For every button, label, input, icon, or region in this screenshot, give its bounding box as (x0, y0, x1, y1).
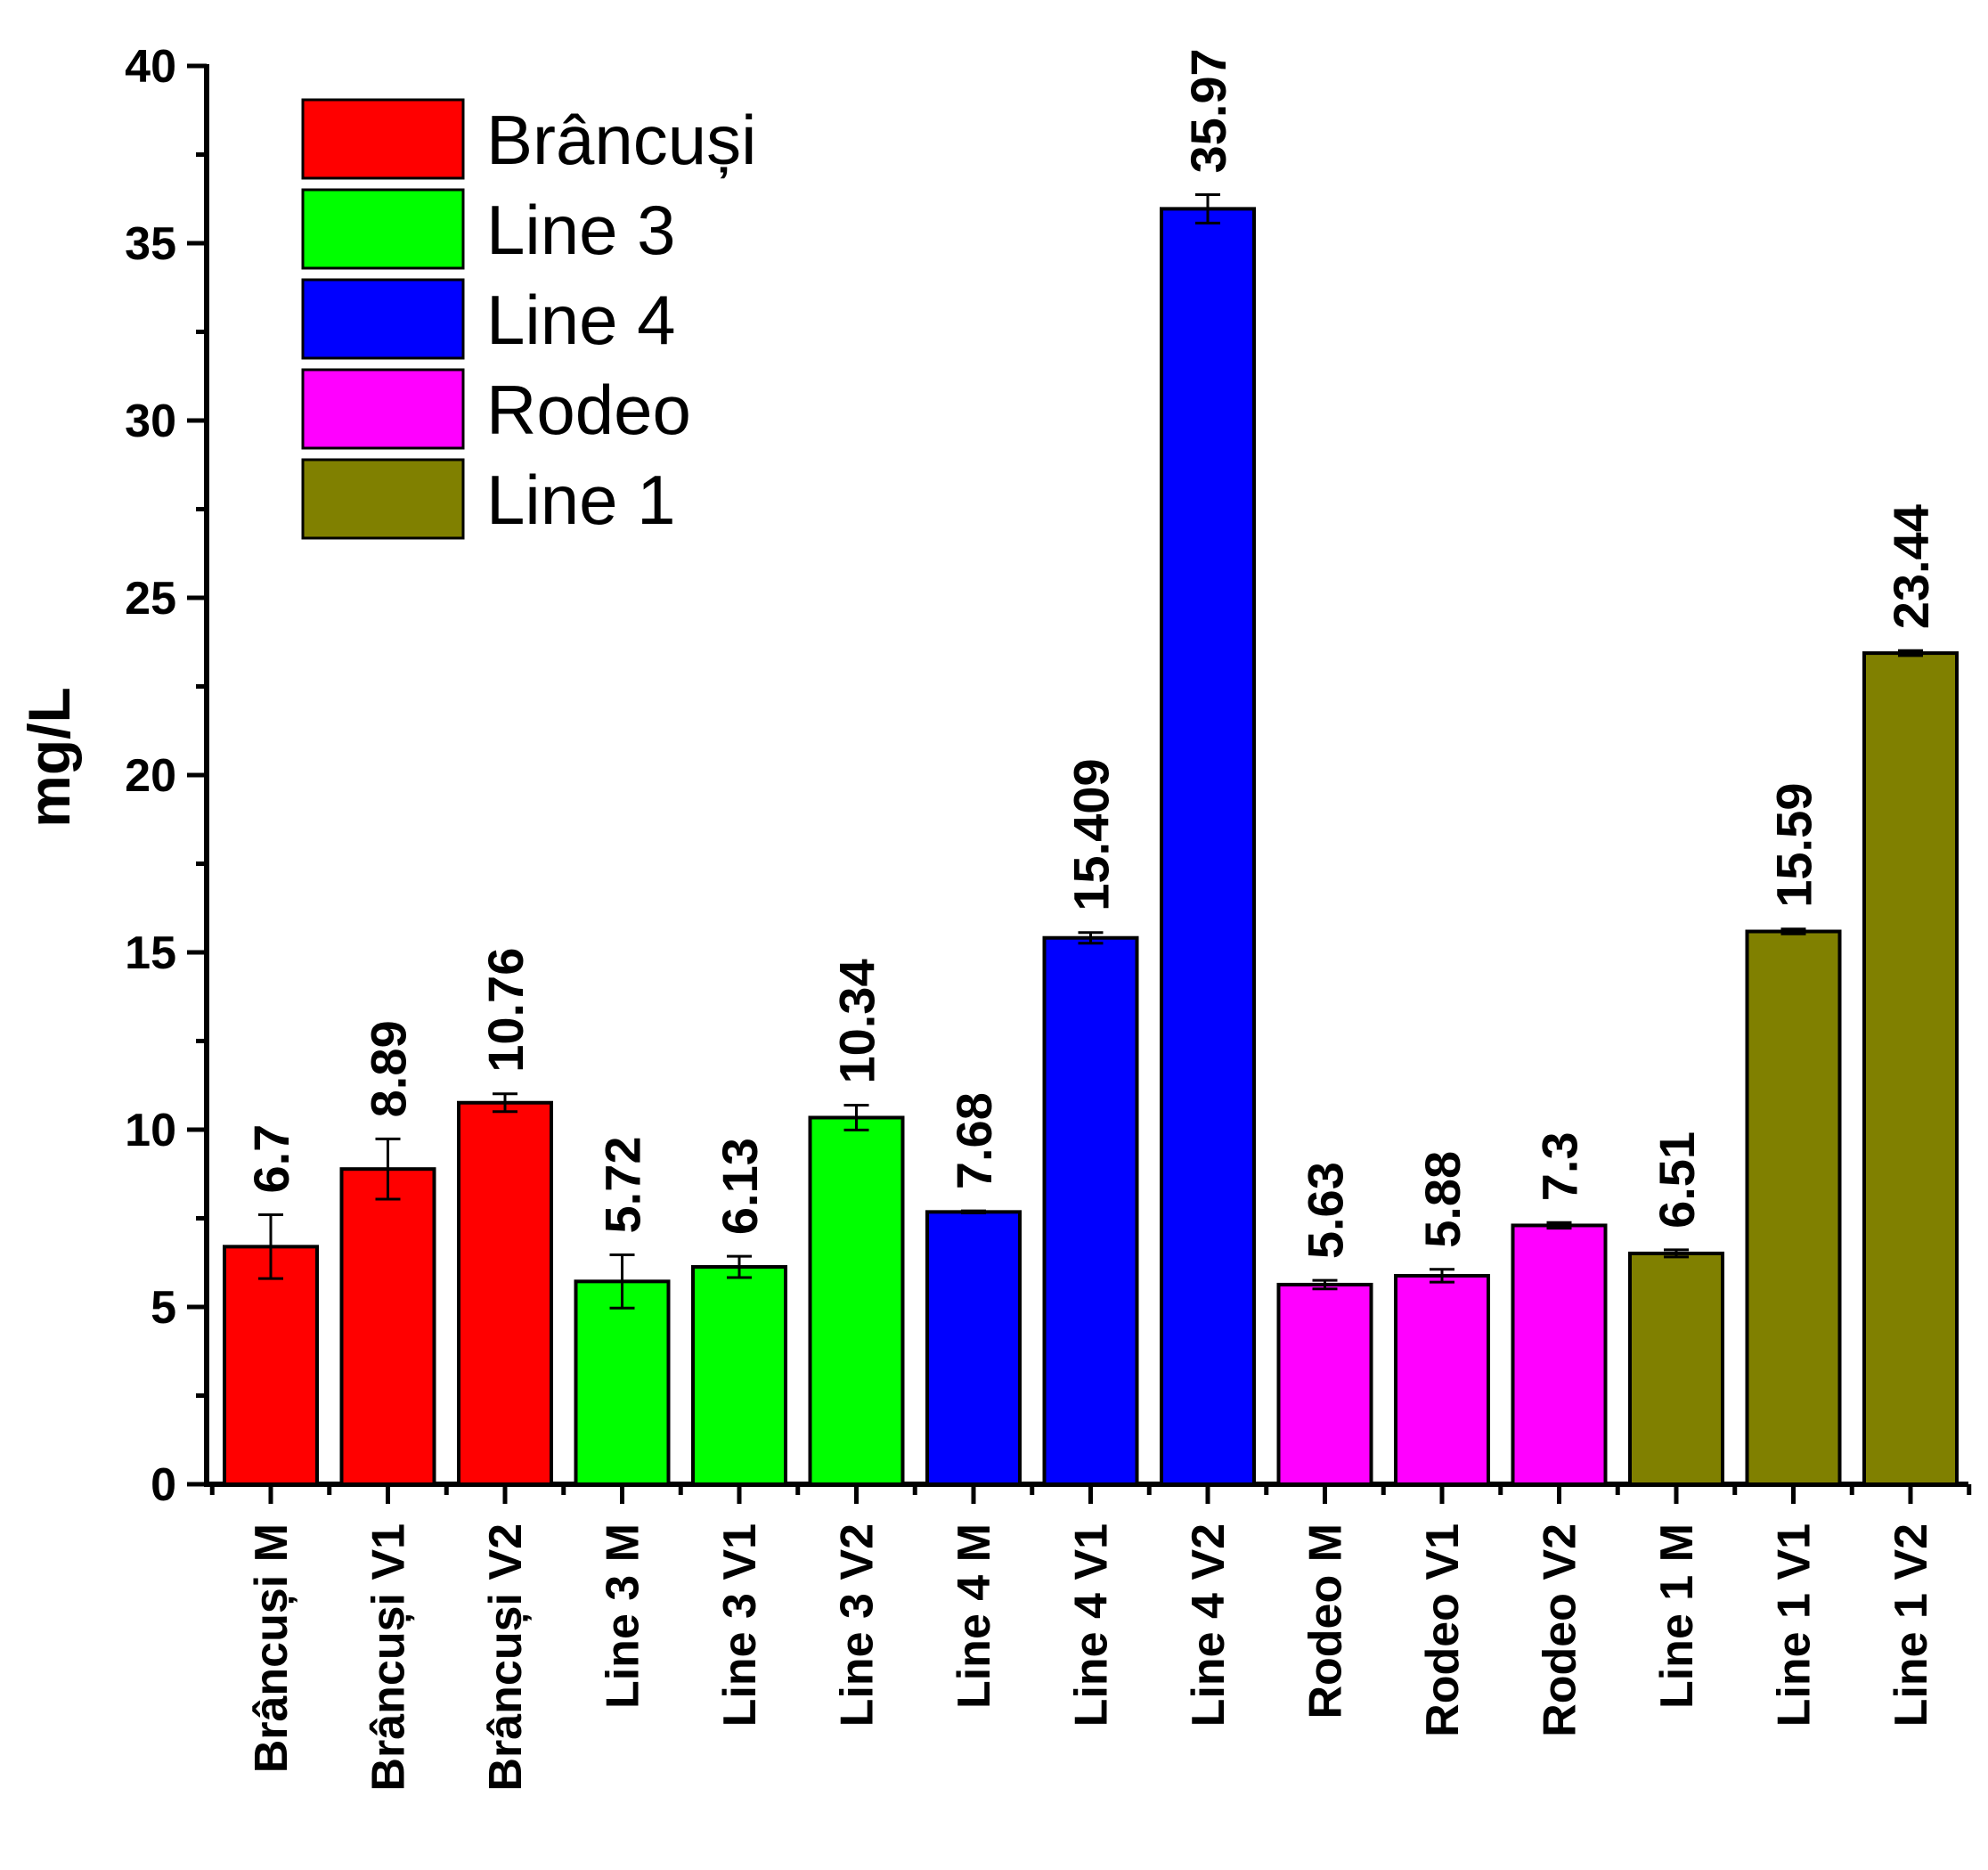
y-tick-label: 5 (151, 1282, 176, 1334)
bar (339, 1167, 436, 1486)
data-label: 15.409 (1063, 758, 1120, 911)
y-tick-label: 15 (125, 927, 176, 979)
bar (457, 1100, 553, 1486)
bar (808, 1115, 905, 1487)
bar (1511, 1223, 1608, 1486)
data-label: 35.97 (1180, 48, 1236, 173)
y-tick-label: 10 (125, 1105, 176, 1156)
category-label: Line 4 M (949, 1523, 1000, 1709)
category-label: Brâncuși M (246, 1523, 297, 1773)
legend-swatch (301, 458, 465, 540)
data-label: 15.59 (1766, 783, 1822, 908)
category-labels-group: Brâncuși M Brâncuși V1 Brâncuși V2 Line 3 M… (246, 1523, 1937, 1792)
data-label: 7.3 (1532, 1131, 1588, 1201)
bar (1862, 651, 1959, 1486)
category-label: Brâncuși V1 (363, 1523, 415, 1792)
y-axis-title: mg/L (16, 687, 82, 828)
category-label: Rodeo M (1300, 1523, 1352, 1719)
y-tick-label: 35 (125, 218, 176, 270)
bar (925, 1210, 1022, 1487)
data-label: 10.76 (477, 948, 534, 1073)
legend-label: Line 3 (486, 191, 676, 269)
category-label: Line 3 V1 (714, 1523, 766, 1727)
y-tick-label: 25 (125, 573, 176, 625)
data-label: 23.44 (1883, 504, 1939, 629)
y-tick-label: 30 (125, 396, 176, 447)
y-tick-label: 40 (125, 41, 176, 93)
y-tick-label: 20 (125, 750, 176, 802)
legend-label: Brâncuși (486, 101, 756, 179)
bars-group (223, 207, 1959, 1487)
legend-swatch (301, 278, 465, 360)
legend-label: Line 1 (486, 461, 676, 539)
category-label: Rodeo V2 (1535, 1523, 1586, 1737)
legend-swatch (301, 188, 465, 270)
category-label: Brâncuși V2 (480, 1523, 532, 1792)
category-label: Line 4 V2 (1183, 1523, 1234, 1727)
category-label: Line 1 V2 (1886, 1523, 1937, 1727)
data-label: 5.63 (1298, 1162, 1354, 1259)
data-labels-group: 6.7 8.89 10.76 5.72 6.13 10.34 7.68 15.409 35.97… (243, 48, 1939, 1259)
category-label: Line 3 M (598, 1523, 649, 1709)
legend: Brâncuși Line 3 Line 4 Rodeo Line 1 (301, 98, 756, 540)
legend-swatch (301, 98, 465, 180)
bar (691, 1265, 787, 1486)
bar (574, 1279, 671, 1486)
bar (1042, 935, 1139, 1486)
category-label: Rodeo V1 (1417, 1523, 1469, 1737)
bar (1745, 929, 1842, 1486)
y-tick-label: 0 (151, 1459, 176, 1511)
bar (1160, 207, 1256, 1486)
data-label: 6.51 (1649, 1131, 1705, 1229)
error-bars-group (258, 192, 1923, 1310)
data-label: 5.72 (595, 1136, 651, 1233)
bar (1628, 1251, 1724, 1486)
legend-label: Line 4 (486, 281, 676, 359)
bar (223, 1245, 319, 1486)
legend-swatch (301, 368, 465, 450)
category-label: Line 4 V1 (1066, 1523, 1118, 1727)
data-label: 10.34 (829, 959, 885, 1083)
legend-label: Rodeo (486, 371, 691, 449)
data-label: 8.89 (361, 1020, 417, 1117)
data-label: 6.13 (712, 1138, 768, 1235)
data-label: 5.88 (1414, 1151, 1471, 1248)
category-label: Line 1 M (1651, 1523, 1703, 1709)
category-label: Line 3 V2 (832, 1523, 884, 1727)
category-label: Line 1 V1 (1769, 1523, 1821, 1727)
data-label: 7.68 (946, 1092, 1002, 1189)
bar (1394, 1273, 1490, 1486)
data-label: 6.7 (243, 1124, 299, 1194)
bar (1276, 1282, 1373, 1487)
